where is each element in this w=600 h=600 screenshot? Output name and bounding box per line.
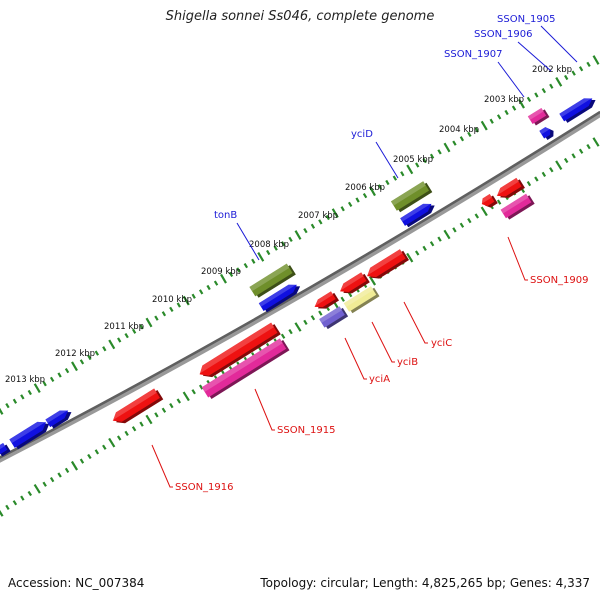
accession-text: Accession: NC_007384 [8,576,145,590]
feature-blue-1[interactable] [559,94,598,124]
feature-pink-2[interactable] [500,193,535,221]
kbp-label: 2009 kbp [201,267,241,277]
gene-label-yciB[interactable]: yciB [397,357,418,368]
kbp-label: 2003 kbp [484,95,524,105]
kbp-label: 2008 kbp [249,240,289,250]
map-title: Shigella sonnei Ss046, complete genome [165,9,435,24]
feature-yciD[interactable] [390,180,433,213]
feature-blue-3[interactable] [400,199,437,228]
feature-yciB[interactable] [343,285,380,314]
gene-label-SSON_1915[interactable]: SSON_1915 [277,425,336,436]
kbp-labels: 2002 kbp 2003 kbp 2004 kbp 2005 kbp 2006 kbp… [5,65,572,385]
kbp-label: 2010 kbp [152,295,192,305]
gene-leader-line [236,222,260,261]
feature-blue-5[interactable] [9,417,52,450]
gene-label-SSON_1905[interactable]: SSON_1905 [497,14,556,25]
gene-label-yciA[interactable]: yciA [369,374,390,385]
gene-label-yciD[interactable]: yciD [351,129,373,140]
kbp-label: 2005 kbp [393,155,433,165]
feature-red-3[interactable] [337,271,370,298]
gene-label-tonB[interactable]: tonB [214,210,237,221]
feature-red-1[interactable] [494,177,525,203]
gene-leader-line [507,236,528,281]
inner-tick-row [0,137,600,517]
kbp-label: 2011 kbp [104,322,144,332]
feature-SSON_1915-a[interactable] [197,322,281,382]
gene-leader-line [254,388,275,431]
feature-yciC[interactable] [364,248,410,283]
gene-leader-line [151,444,173,488]
feature-blue-2[interactable] [539,124,556,141]
reverse-gene-labels: SSON_1909 yciC yciB yciA SSON_1915 SSON_1916 [151,236,589,493]
gene-label-SSON_1907[interactable]: SSON_1907 [444,49,503,60]
gene-leader-line [371,321,395,363]
gene-leader-line [375,141,399,179]
kbp-label: 2002 kbp [532,65,572,75]
gene-label-SSON_1909[interactable]: SSON_1909 [530,275,589,286]
feature-blue-6[interactable] [45,406,73,430]
feature-tonB[interactable] [249,263,296,299]
feature-SSON_1916[interactable] [110,387,164,427]
gene-label-yciC[interactable]: yciC [431,338,452,349]
feature-red-4[interactable] [312,290,339,313]
feature-red-2[interactable] [480,193,498,211]
kbp-label: 2013 kbp [5,375,45,385]
gene-leader-line [403,301,428,344]
feature-blue-7[interactable] [0,442,11,458]
feature-blue-4[interactable] [258,280,303,313]
genome-summary-text: Topology: circular; Length: 4,825,265 bp… [260,576,590,590]
outer-tick-row [0,55,600,415]
kbp-label: 2007 kbp [298,211,338,221]
feature-yciA[interactable] [319,305,349,330]
gene-label-SSON_1916[interactable]: SSON_1916 [175,482,234,493]
feature-pink-1[interactable] [527,107,550,127]
gene-leader-line [517,41,552,72]
gene-leader-line [540,25,578,63]
kbp-label: 2006 kbp [345,183,385,193]
kbp-label: 2004 kbp [439,125,479,135]
gene-leader-line [344,337,367,380]
kbp-label: 2012 kbp [55,349,95,359]
gene-label-SSON_1906[interactable]: SSON_1906 [474,29,533,40]
feature-SSON_1915-b[interactable] [201,337,290,400]
gene-leader-line [497,61,525,98]
genome-backbone [0,110,600,463]
forward-gene-labels: SSON_1905 SSON_1906 SSON_1907 yciD tonB [214,14,578,261]
